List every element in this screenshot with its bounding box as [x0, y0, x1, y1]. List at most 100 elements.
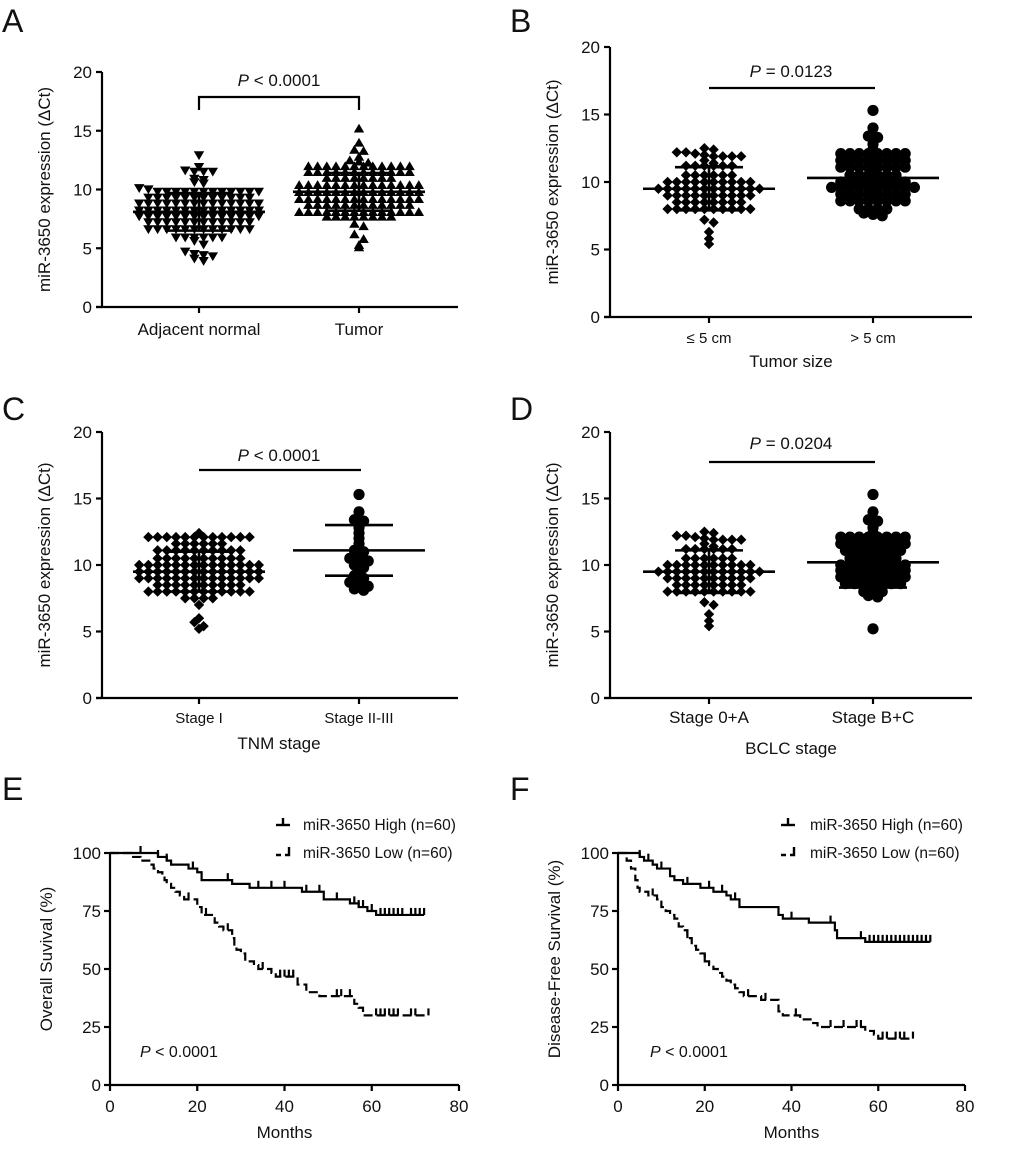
y-tick-label: 100 [581, 844, 609, 863]
data-point [152, 559, 163, 571]
data-point [170, 199, 182, 209]
data-point [152, 225, 163, 235]
data-point [872, 203, 884, 215]
y-tick-label: 10 [73, 556, 92, 575]
series-stage-b-c [807, 488, 939, 635]
data-point [717, 579, 728, 591]
panel-letter: F [510, 771, 530, 807]
data-point [853, 203, 865, 215]
data-point [253, 199, 264, 209]
data-point [690, 160, 701, 171]
data-point [226, 553, 237, 564]
data-point [680, 579, 692, 591]
data-point [699, 553, 710, 564]
p-value: = 0.0204 [761, 434, 832, 453]
data-point [376, 161, 388, 171]
data-point [671, 579, 682, 591]
data-point [303, 167, 314, 177]
data-point [671, 190, 682, 201]
p-value: < 0.0001 [249, 446, 320, 465]
data-point [349, 194, 360, 204]
data-point [671, 530, 682, 541]
category-label: Stage I [175, 710, 223, 727]
data-point [161, 531, 172, 543]
data-point [226, 579, 237, 591]
legend-item: miR-3650 High (n=60) [276, 817, 456, 834]
data-point [198, 620, 209, 632]
series-adjacent-normal [133, 151, 265, 266]
data-point [207, 193, 218, 203]
data-point [170, 233, 182, 243]
data-point [189, 218, 200, 228]
data-point [699, 143, 710, 154]
data-point [180, 559, 191, 571]
y-axis-label: miR-3650 expression (ΔCt) [35, 87, 54, 292]
axes: 0 5 10 15 20 Stage I Stage II-III miR-3650 expr… [35, 423, 458, 753]
data-point [152, 586, 163, 597]
data-point [216, 573, 228, 584]
data-point [413, 194, 424, 204]
y-tick-label: 20 [581, 38, 600, 57]
km-curve-high [618, 849, 932, 943]
data-point [680, 197, 692, 208]
data-point [699, 214, 710, 225]
data-point [207, 538, 218, 549]
y-tick-label: 5 [591, 241, 600, 260]
data-point [340, 180, 351, 189]
data-point [170, 538, 182, 549]
data-point [708, 176, 719, 188]
data-point [303, 180, 314, 189]
data-point [680, 573, 692, 584]
x-tick-label: 40 [275, 1097, 294, 1116]
x-tick-label: 20 [695, 1097, 714, 1116]
data-point [189, 212, 200, 222]
data-point [708, 586, 719, 597]
data-point [235, 586, 246, 597]
data-point [726, 579, 738, 591]
data-point [708, 599, 719, 611]
data-point [198, 538, 209, 549]
data-point [216, 559, 228, 571]
data-point [161, 579, 172, 591]
data-point [680, 190, 692, 201]
data-point [395, 180, 406, 189]
data-point [826, 181, 838, 193]
data-point [736, 197, 747, 208]
data-point [152, 579, 163, 591]
data-point [216, 553, 228, 564]
data-point [143, 573, 154, 584]
data-point [736, 579, 747, 591]
x-axis-label: Months [764, 1123, 820, 1142]
data-point [312, 180, 323, 189]
data-point [216, 538, 228, 549]
data-point [235, 212, 246, 222]
data-point [235, 218, 246, 228]
data-point [340, 211, 351, 221]
data-point [726, 176, 738, 188]
category-label: Stage B+C [832, 708, 915, 727]
data-point [170, 193, 182, 203]
data-point [353, 488, 365, 501]
data-point [680, 147, 692, 158]
data-point [152, 187, 163, 197]
y-tick-label: 25 [82, 1018, 101, 1037]
data-point [690, 170, 701, 181]
p-value: = 0.0123 [761, 62, 832, 81]
data-point [134, 559, 145, 571]
data-point [362, 555, 374, 567]
data-point [699, 176, 710, 188]
data-point [358, 180, 369, 189]
p-value: < 0.0001 [249, 71, 320, 90]
data-point [708, 157, 719, 169]
survival-line [110, 851, 429, 1017]
data-point [180, 247, 191, 257]
series-stage-i [133, 527, 265, 635]
data-point [330, 194, 342, 204]
data-point [358, 173, 369, 182]
data-point [193, 613, 205, 624]
axes: 0 5 10 15 20 Adjacent normal Tumor miR-3650 exp… [35, 63, 458, 339]
series-stage-0-a [643, 526, 775, 632]
data-point [235, 187, 246, 197]
data-point [152, 199, 163, 209]
data-point [367, 211, 378, 221]
